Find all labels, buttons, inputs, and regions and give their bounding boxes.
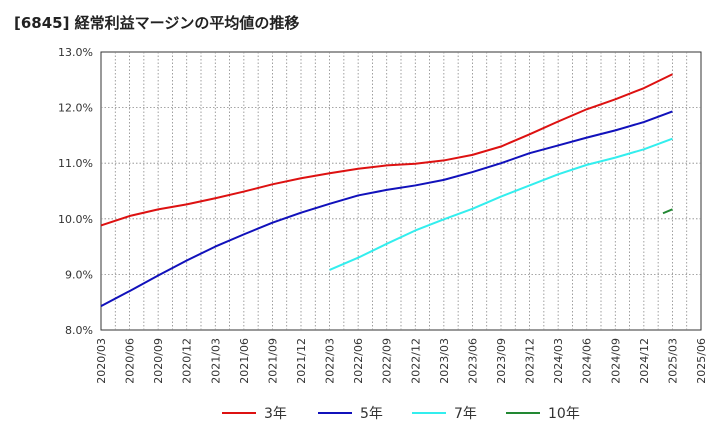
chart-title: [6845] 経常利益マージンの平均値の推移 <box>14 14 300 32</box>
x-axis: 2020/03 2020/06 2020/09 2020/12 2021/03 2021/… <box>95 338 708 384</box>
x-tick-label: 2022/06 <box>352 338 365 384</box>
plot-area <box>100 51 702 331</box>
x-tick-label: 2023/06 <box>466 338 479 384</box>
series-line-3年 <box>100 73 673 227</box>
x-tick-label: 2023/09 <box>495 338 508 384</box>
series-line-10年 <box>662 208 673 215</box>
x-tick-label: 2022/03 <box>324 338 337 384</box>
x-tick-label: 2025/03 <box>666 338 679 384</box>
y-tick-label: 8.0% <box>65 324 93 337</box>
x-tick-label: 2024/06 <box>581 338 594 384</box>
y-tick-label: 9.0% <box>65 268 93 281</box>
x-tick-label: 2021/09 <box>266 338 279 384</box>
x-tick-label: 2025/06 <box>695 338 708 384</box>
legend-label: 5年 <box>360 406 383 422</box>
x-tick-label: 2020/06 <box>124 338 137 384</box>
series-line-5年 <box>100 110 673 307</box>
x-tick-label: 2021/03 <box>209 338 222 384</box>
series-line-7年 <box>329 137 673 271</box>
x-tick-label: 2020/09 <box>152 338 165 384</box>
x-tick-label: 2024/12 <box>638 338 651 384</box>
x-tick-label: 2024/09 <box>609 338 622 384</box>
x-tick-label: 2021/06 <box>238 338 251 384</box>
series-lines <box>100 73 673 307</box>
y-tick-label: 12.0% <box>58 102 93 115</box>
x-tick-label: 2023/03 <box>438 338 451 384</box>
legend: 3年 5年 7年 10年 <box>222 406 580 422</box>
grid-lines <box>101 52 701 330</box>
x-tick-label: 2024/03 <box>552 338 565 384</box>
y-tick-label: 11.0% <box>58 157 93 170</box>
legend-label: 7年 <box>454 406 477 422</box>
x-tick-label: 2022/12 <box>409 338 422 384</box>
y-tick-label: 10.0% <box>58 213 93 226</box>
x-tick-label: 2022/09 <box>381 338 394 384</box>
legend-label: 3年 <box>264 406 287 422</box>
x-tick-label: 2020/03 <box>95 338 108 384</box>
y-axis: 8.0% 9.0% 10.0% 11.0% 12.0% 13.0% <box>58 46 93 337</box>
legend-label: 10年 <box>548 406 580 422</box>
x-tick-label: 2023/12 <box>524 338 537 384</box>
x-tick-label: 2021/12 <box>295 338 308 384</box>
x-tick-label: 2020/12 <box>181 338 194 384</box>
y-tick-label: 13.0% <box>58 46 93 59</box>
